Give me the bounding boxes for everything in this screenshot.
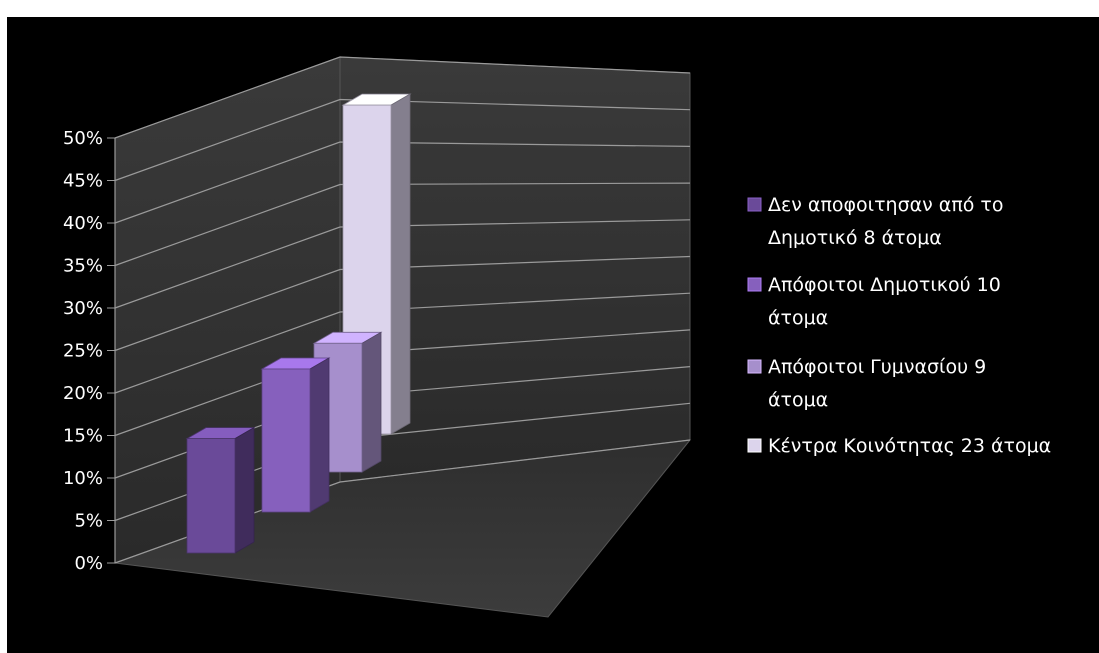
y-tick-label: 5% (74, 511, 103, 532)
legend: Δεν αποφοιτησαν από το Δημοτικό 8 άτομα Απ… (747, 194, 1051, 457)
gridline (114, 182, 691, 267)
legend-label: Απόφοιτοι Γυμνασίου 9 (768, 356, 986, 378)
bar-2 (260, 357, 331, 513)
bar-1 (185, 426, 256, 554)
bar-front (261, 368, 311, 513)
gridline (114, 219, 691, 309)
y-tick-label: 30% (63, 298, 103, 319)
y-tick-label: 40% (63, 213, 103, 234)
bar-side (361, 331, 382, 473)
legend-entry-1: Δεν αποφοιτησαν από το Δημοτικό 8 άτομα (747, 194, 1004, 249)
legend-swatch (747, 277, 762, 292)
legend-label: Απόφοιτοι Δημοτικού 10 (768, 274, 1001, 296)
legend-swatch (747, 197, 762, 212)
y-axis-ticks: 0% 5% 10% 15% 20% 25% 30% 35% 40% 45% 50% (63, 128, 116, 574)
legend-swatch (747, 438, 762, 453)
bar-front (186, 438, 236, 554)
legend-label: Δημοτικό 8 άτομα (768, 227, 942, 249)
legend-entry-2: Απόφοιτοι Δημοτικού 10 άτομα (747, 274, 1001, 329)
y-tick-label: 25% (63, 341, 103, 362)
gridline (114, 56, 691, 139)
y-tick-label: 20% (63, 383, 103, 404)
y-tick-label: 50% (63, 128, 103, 149)
legend-label: άτομα (768, 307, 828, 329)
y-tick-label: 10% (63, 468, 103, 489)
legend-label: άτομα (768, 389, 828, 411)
legend-swatch (747, 359, 762, 374)
legend-entry-4: Κέντρα Κοινότητας 23 άτομα (747, 435, 1051, 457)
legend-label: Κέντρα Κοινότητας 23 άτομα (768, 435, 1051, 457)
y-tick-label: 35% (63, 256, 103, 277)
gridline (114, 98, 691, 182)
legend-entry-3: Απόφοιτοι Γυμνασίου 9 άτομα (747, 356, 986, 411)
y-tick-label: 45% (63, 171, 103, 192)
y-tick-label: 15% (63, 426, 103, 447)
gridline (114, 141, 691, 224)
y-tick-label: 0% (74, 553, 103, 574)
bars (185, 93, 412, 554)
legend-label: Δεν αποφοιτησαν από το (768, 194, 1004, 216)
bar-side (234, 426, 255, 554)
gridline (114, 292, 691, 394)
bar-side (390, 93, 411, 435)
gridline (114, 255, 691, 352)
bar-side (309, 357, 330, 513)
